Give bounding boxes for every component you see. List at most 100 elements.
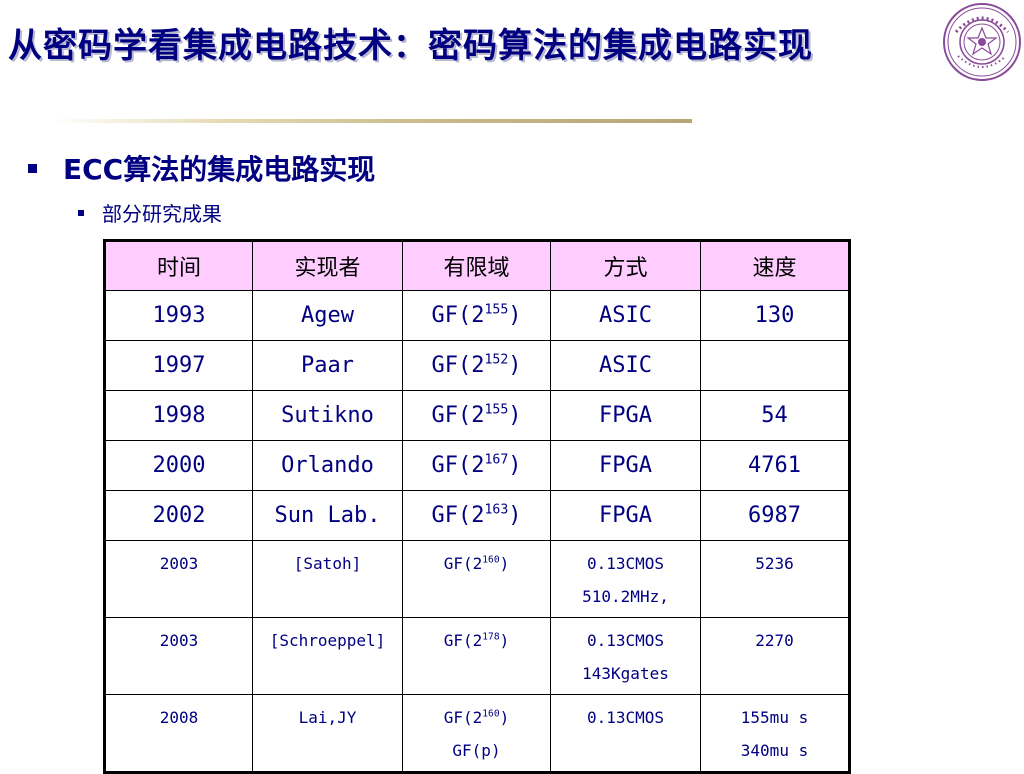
header-implementer: 实现者 <box>252 240 403 291</box>
cell-author: Paar <box>252 340 403 391</box>
cell-field: GF(2160) <box>402 540 551 618</box>
field-base: GF(2 <box>431 353 485 378</box>
cell-year: 1997 <box>104 340 253 391</box>
field-close: ) <box>508 353 522 378</box>
field-close: ) <box>508 303 522 328</box>
cell-speed: 5236 <box>700 540 850 618</box>
cell-method: FPGA <box>550 390 701 441</box>
field-base: GF(2 <box>431 403 485 428</box>
cell-method-line: 143Kgates <box>582 664 669 683</box>
cell-method-line: 510.2MHz, <box>582 587 669 606</box>
header-time: 时间 <box>104 240 253 291</box>
cell-field: GF(2155) <box>402 290 551 341</box>
field-base: GF(2 <box>443 554 483 573</box>
table-row: 2002 Sun Lab. GF(2163) FPGA 6987 <box>104 490 850 541</box>
bullet-level1: ECC算法的集成电路实现 <box>28 148 375 188</box>
cell-year: 2003 <box>104 617 253 695</box>
table-row: 1993 Agew GF(2155) ASIC 130 <box>104 290 850 341</box>
field-exponent: 163 <box>484 502 509 518</box>
cell-method: FPGA <box>550 440 701 491</box>
cell-method: ASIC <box>550 340 701 391</box>
cell-method-line: ASIC <box>599 303 652 328</box>
cell-method-line: FPGA <box>599 403 652 428</box>
cell-speed-line: 5236 <box>755 554 794 573</box>
field-exponent: 155 <box>484 402 509 418</box>
cell-speed: 2270 <box>700 617 850 695</box>
cell-method: FPGA <box>550 490 701 541</box>
cell-speed-line: 4761 <box>748 453 801 478</box>
field-base: GF(2 <box>431 303 485 328</box>
field-base: GF(2 <box>443 631 483 650</box>
field-exponent: 160 <box>482 554 500 566</box>
field-base: GF(2 <box>431 453 485 478</box>
cell-method-line: ASIC <box>599 353 652 378</box>
cell-speed-line: 2270 <box>755 631 794 650</box>
cell-year: 1993 <box>104 290 253 341</box>
cell-method: 0.13CMOS <box>550 694 701 773</box>
cell-author: Orlando <box>252 440 403 491</box>
cell-speed-line: 54 <box>761 403 788 428</box>
cell-author: [Satoh] <box>252 540 403 618</box>
cell-method: 0.13CMOS 510.2MHz, <box>550 540 701 618</box>
field-exponent: 155 <box>484 302 509 318</box>
cell-method-line: FPGA <box>599 503 652 528</box>
cell-speed: 6987 <box>700 490 850 541</box>
table-row: 2003 [Satoh] GF(2160) 0.13CMOS 510.2MHz, 5236 <box>104 540 850 618</box>
cell-method-line: 0.13CMOS <box>586 554 665 573</box>
field-exponent: 167 <box>484 452 509 468</box>
field-close: ) <box>508 403 522 428</box>
field-base: GF(2 <box>431 503 485 528</box>
header-finite-field: 有限域 <box>402 240 551 291</box>
cell-method-line: FPGA <box>599 453 652 478</box>
title-divider <box>52 119 692 123</box>
bullet-square-icon <box>28 163 37 173</box>
field-extra: GF(p) <box>452 741 501 760</box>
results-table: 时间 实现者 有限域 方式 速度 1993 Agew GF(2155) ASIC 130… <box>103 239 851 774</box>
cell-method: 0.13CMOS 143Kgates <box>550 617 701 695</box>
cell-speed: 130 <box>700 290 850 341</box>
field-close: ) <box>499 708 510 727</box>
cell-year: 2002 <box>104 490 253 541</box>
cell-year: 1998 <box>104 390 253 441</box>
cell-year: 2000 <box>104 440 253 491</box>
field-exponent: 160 <box>482 708 500 720</box>
field-close: ) <box>499 631 510 650</box>
cell-field: GF(2178) <box>402 617 551 695</box>
field-close: ) <box>508 453 522 478</box>
cell-field: GF(2155) <box>402 390 551 441</box>
cell-speed-line: 6987 <box>748 503 801 528</box>
cell-method-line: 0.13CMOS <box>586 631 665 650</box>
cell-author: Agew <box>252 290 403 341</box>
field-exponent: 178 <box>482 631 500 643</box>
field-exponent: 152 <box>484 352 509 368</box>
field-close: ) <box>499 554 510 573</box>
cell-field: GF(2167) <box>402 440 551 491</box>
cell-author: Lai,JY <box>252 694 403 773</box>
table-row: 1997 Paar GF(2152) ASIC <box>104 340 850 391</box>
header-speed: 速度 <box>700 240 850 291</box>
cell-method-line: 0.13CMOS <box>586 708 665 727</box>
cell-speed: 54 <box>700 390 850 441</box>
cell-author: Sutikno <box>252 390 403 441</box>
bullet-level2: 部分研究成果 <box>78 198 222 227</box>
bullet1-text: ECC算法的集成电路实现 <box>63 153 376 186</box>
header-method: 方式 <box>550 240 701 291</box>
cell-author: [Schroeppel] <box>252 617 403 695</box>
cell-speed <box>700 340 850 391</box>
cell-speed: 4761 <box>700 440 850 491</box>
bullet-square-icon <box>78 209 84 216</box>
cell-method: ASIC <box>550 290 701 341</box>
field-base: GF(2 <box>443 708 483 727</box>
cell-speed-line: 340mu s <box>740 741 809 760</box>
cell-field: GF(2160) GF(p) <box>402 694 551 773</box>
field-close: ) <box>508 503 522 528</box>
table-row: 1998 Sutikno GF(2155) FPGA 54 <box>104 390 850 441</box>
cell-field: GF(2152) <box>402 340 551 391</box>
cell-year: 2003 <box>104 540 253 618</box>
table-header-row: 时间 实现者 有限域 方式 速度 <box>104 240 850 291</box>
table-row: 2000 Orlando GF(2167) FPGA 4761 <box>104 440 850 491</box>
tsinghua-seal-logo <box>943 3 1021 81</box>
table-row: 2003 [Schroeppel] GF(2178) 0.13CMOS 143Kgate… <box>104 617 850 695</box>
bullet2-text: 部分研究成果 <box>102 202 222 226</box>
cell-year: 2008 <box>104 694 253 773</box>
